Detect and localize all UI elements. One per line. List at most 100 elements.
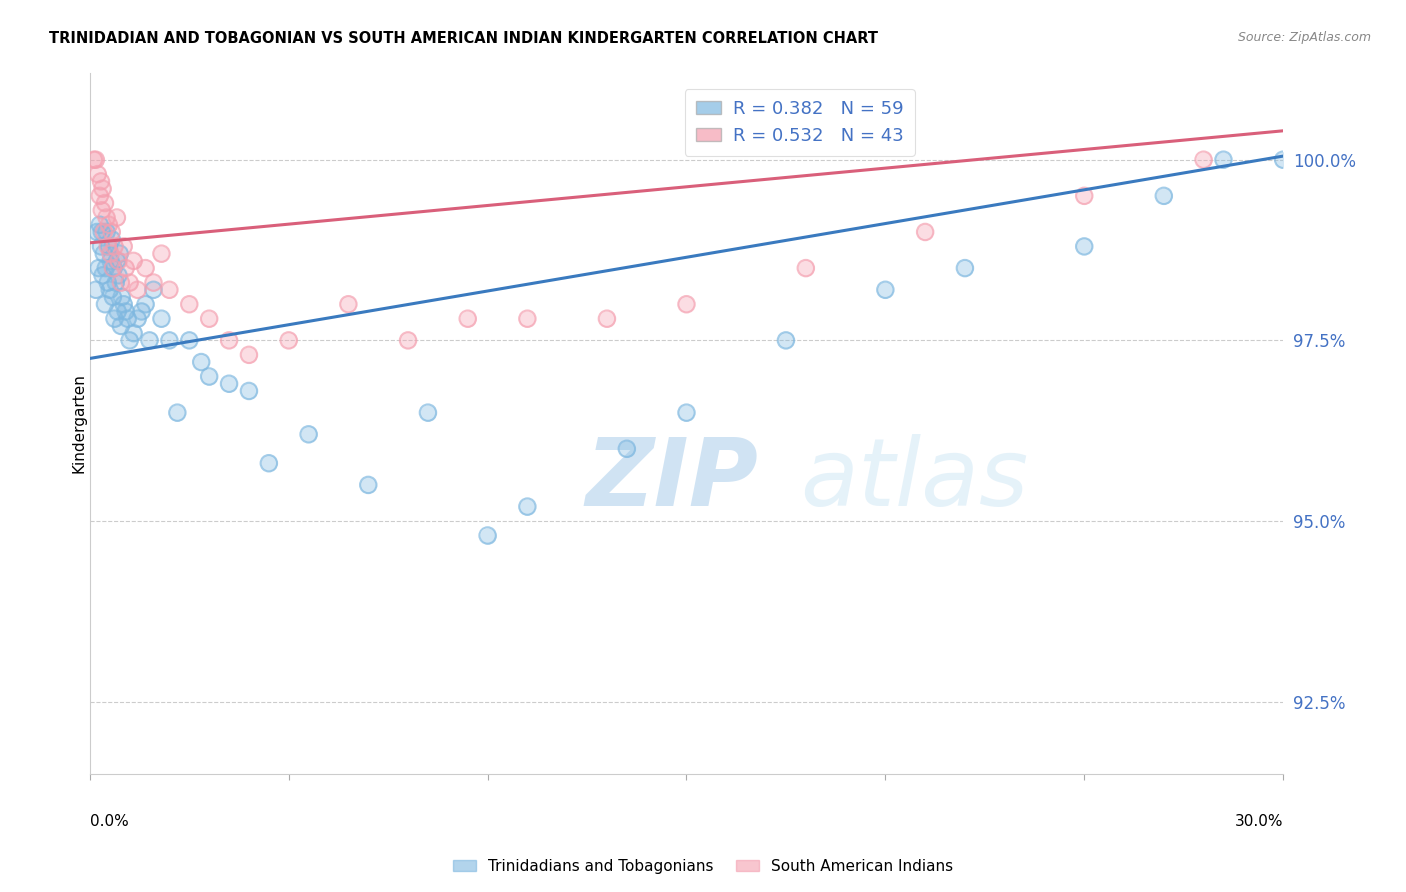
Point [135,297,157,311]
Point [1153,189,1175,203]
Point [84,153,107,167]
Point [94,297,117,311]
Point [150,246,173,260]
Point [131,304,153,318]
Point [91,181,114,195]
Point [97,276,120,290]
Point [337,297,360,311]
Legend: R = 0.382   N = 59, R = 0.532   N = 43: R = 0.382 N = 59, R = 0.532 N = 43 [685,89,915,156]
Point [775,334,797,348]
Point [107,304,129,318]
Point [103,261,125,276]
Point [87,261,110,276]
Point [150,311,173,326]
Point [96,225,118,239]
Point [84,283,107,297]
Point [117,311,139,326]
Point [218,334,240,348]
Point [238,348,260,362]
Point [238,348,260,362]
Point [166,406,188,420]
Point [107,268,129,283]
Point [477,528,499,542]
Point [89,218,111,232]
Point [875,283,897,297]
Point [100,246,122,260]
Point [1192,153,1215,167]
Point [93,246,115,260]
Point [277,334,299,348]
Point [1073,239,1095,253]
Point [142,276,165,290]
Point [1073,189,1095,203]
Point [107,268,129,283]
Point [94,261,117,276]
Point [89,218,111,232]
Point [97,239,120,253]
Point [179,297,201,311]
Point [142,276,165,290]
Point [111,290,134,304]
Point [257,456,280,470]
Point [953,261,976,276]
Point [135,297,157,311]
Point [122,253,145,268]
Text: ZIP: ZIP [585,434,758,525]
Point [190,355,212,369]
Point [131,304,153,318]
Point [87,167,110,181]
Point [675,406,697,420]
Point [157,334,180,348]
Point [87,167,110,181]
Point [1272,153,1295,167]
Point [516,311,538,326]
Point [96,211,118,225]
Point [97,239,120,253]
Point [100,253,122,268]
Point [100,225,122,239]
Point [90,203,112,218]
Point [298,427,321,442]
Point [1272,153,1295,167]
Point [91,268,114,283]
Point [257,456,280,470]
Point [112,297,135,311]
Point [238,384,260,398]
Point [457,311,479,326]
Point [142,283,165,297]
Point [775,334,797,348]
Point [138,334,160,348]
Point [83,153,105,167]
Point [97,276,120,290]
Point [157,334,180,348]
Point [138,334,160,348]
Point [179,297,201,311]
Point [104,276,127,290]
Point [218,376,240,391]
Point [277,334,299,348]
Point [91,268,114,283]
Point [103,311,125,326]
Point [142,283,165,297]
Point [103,239,125,253]
Point [107,304,129,318]
Point [416,406,439,420]
Point [114,261,136,276]
Point [118,276,141,290]
Point [477,528,499,542]
Point [114,304,136,318]
Point [337,297,360,311]
Point [122,326,145,340]
Point [97,218,120,232]
Point [103,261,125,276]
Point [596,311,619,326]
Point [101,290,124,304]
Point [117,311,139,326]
Point [90,174,112,188]
Point [84,153,107,167]
Point [107,253,129,268]
Point [516,500,538,514]
Point [97,239,120,253]
Point [100,246,122,260]
Point [110,276,132,290]
